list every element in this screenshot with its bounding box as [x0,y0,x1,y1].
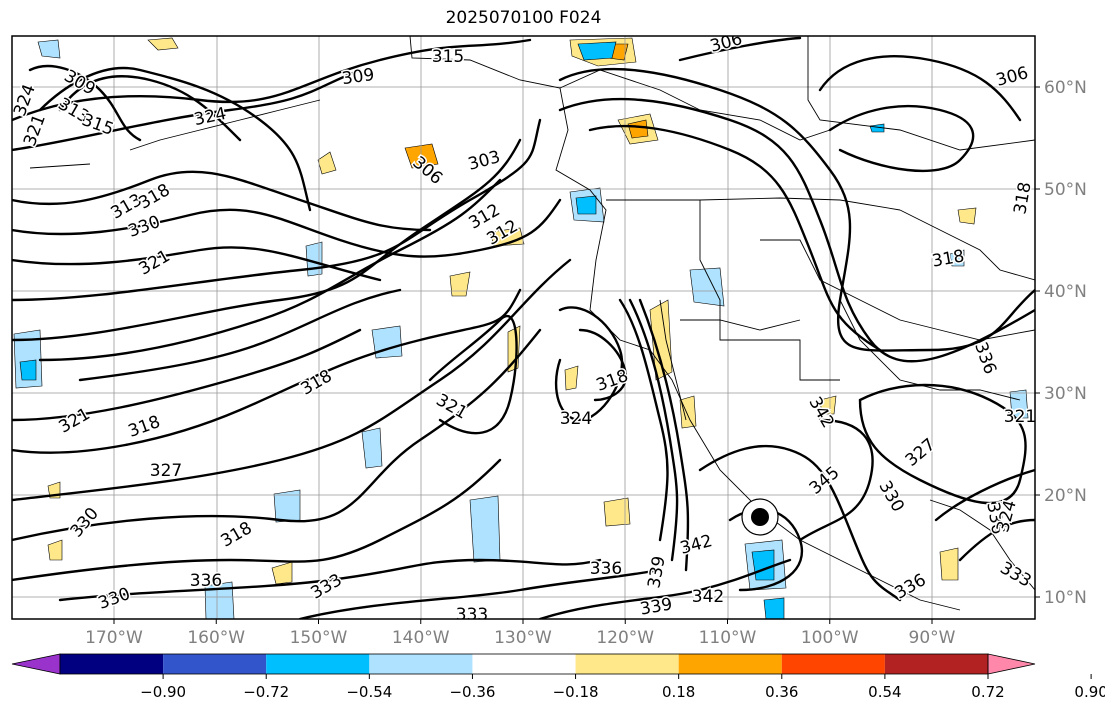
colorbar-tick-label: −0.90 [140,683,186,701]
lon-label: 90°W [909,628,956,648]
map-title: 2025070100 F024 [445,8,602,28]
lon-label: 110°W [699,628,757,648]
lat-label: 40°N [1044,282,1087,302]
lon-label: 140°W [392,628,450,648]
colorbar-segment [60,654,164,674]
lat-label: 50°N [1044,180,1087,200]
lat-label: 10°N [1044,588,1087,608]
colorbar-segment [575,654,679,674]
svg-text:327: 327 [150,461,182,481]
lon-label: 170°W [85,628,143,648]
colorbar-tick-label: −0.72 [243,683,289,701]
contour-label: 333 [454,604,489,625]
svg-text:339: 339 [638,594,673,619]
colorbar-tick-label: −0.36 [449,683,495,701]
colorbar-segment [781,654,885,674]
svg-text:321: 321 [1004,407,1036,427]
colorbar-tick-label: 0.54 [868,683,901,701]
contour-label: 324 [558,408,593,431]
svg-text:336: 336 [590,559,622,579]
lat-label: 60°N [1044,78,1087,98]
colorbar-segment [369,654,473,674]
lon-label: 130°W [494,628,552,648]
contour-lines [12,36,1035,619]
colorbar-tick-label: −0.54 [346,683,392,701]
contour-label: 315 [430,46,465,69]
contour-label: 327 [148,460,183,483]
colorbar-tick-label: 0.18 [662,683,695,701]
svg-text:309: 309 [341,65,376,89]
svg-text:324: 324 [560,409,592,429]
colorbar-outline [59,653,989,675]
colorbar-extend-low [11,653,61,675]
colorbar-tick-label: 0.72 [971,683,1004,701]
contour-label: 321 [1002,406,1036,429]
contour-label: 339 [637,593,675,619]
colorbar: −0.90 −0.72 −0.54 −0.36 −0.18 0.18 0.36 0.54 0.7… [11,653,1105,701]
colorbar-segment [163,654,267,674]
svg-text:315: 315 [432,47,464,67]
lon-label: 150°W [290,628,348,648]
contour-label: 336 [588,558,623,581]
lon-label: 120°W [596,628,654,648]
svg-text:336: 336 [190,571,222,591]
latitude-labels: 60°N 50°N 40°N 30°N 20°N 10°N [1035,78,1087,608]
contour-label: 309 [339,63,377,90]
contour-label: 342 [690,586,725,609]
contour-label: 336 [188,570,223,593]
longitude-labels: 170°W 160°W 150°W 140°W 130°W 120°W 110°W 100°W… [85,619,956,648]
colorbar-segment [884,654,988,674]
colorbar-tick-label: 0.90 [1074,683,1105,701]
colorbar-tick-label: 0.36 [765,683,798,701]
lon-label: 160°W [187,628,245,648]
svg-text:333: 333 [456,605,488,625]
colorbar-extend-high [987,653,1036,675]
colorbar-segment [678,654,782,674]
colorbar-segment [472,654,576,674]
negative-anomaly-patches [13,39,1029,619]
svg-text:342: 342 [692,587,724,607]
lat-label: 30°N [1044,384,1087,404]
colorbar-segment [266,654,370,674]
lon-label: 100°W [801,628,859,648]
tropical-cyclone-marker [741,498,779,536]
colorbar-tick-label: −0.18 [553,683,599,701]
lat-label: 20°N [1044,486,1087,506]
